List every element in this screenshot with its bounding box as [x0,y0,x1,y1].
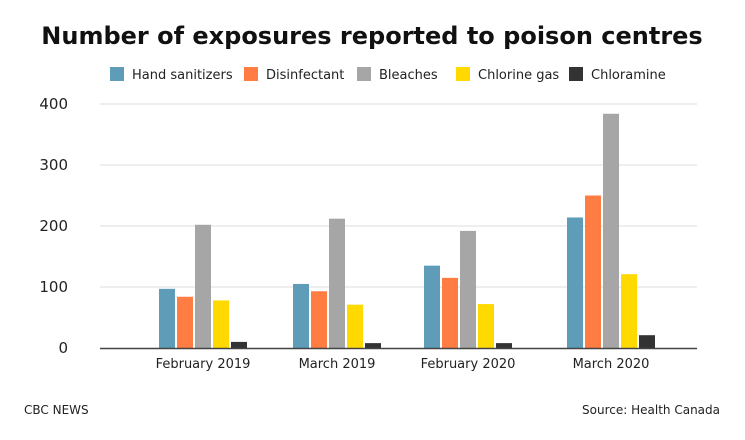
legend-label: Chlorine gas [478,68,559,83]
legend-swatch [357,67,371,81]
bar-disinfectant [311,291,327,348]
y-tick-label: 100 [39,278,68,296]
bar-bleaches [329,218,345,348]
legend-label: Hand sanitizers [132,68,233,83]
bars [159,113,655,348]
legend-swatch [244,67,258,81]
bar-chlorine-gas [213,300,229,348]
source-text: Source: Health Canada [582,403,720,417]
bar-chloramine [639,335,655,348]
x-axis-labels: February 2019 March 2019 February 2020 Marc… [156,357,650,372]
bar-chloramine [365,343,381,348]
y-tick-label: 400 [39,95,68,113]
y-axis-ticks: 0 100 200 300 400 [39,95,68,357]
credit-text: CBC NEWS [24,403,89,417]
legend-label: Disinfectant [266,68,344,83]
x-tick-label: February 2019 [156,357,251,372]
bar-hand-sanitizers [293,283,309,348]
y-tick-label: 0 [58,339,68,357]
legend-swatch [456,67,470,81]
bar-chlorine-gas [478,304,494,348]
bar-chlorine-gas [347,304,363,348]
x-tick-label: March 2020 [573,357,650,372]
y-tick-label: 200 [39,217,68,235]
legend: Hand sanitizers Disinfectant Bleaches Chlor… [110,67,666,83]
x-tick-label: March 2019 [299,357,376,372]
bar-chlorine-gas [621,274,637,348]
bar-chloramine [496,343,512,348]
chart-title: Number of exposures reported to poison c… [41,22,702,50]
legend-swatch [569,67,583,81]
y-tick-label: 300 [39,156,68,174]
legend-label: Chloramine [591,68,666,83]
bar-hand-sanitizers [424,265,440,348]
bar-hand-sanitizers [159,288,175,348]
bar-bleaches [603,113,619,348]
x-tick-label: February 2020 [421,357,516,372]
legend-label: Bleaches [379,68,438,83]
bar-disinfectant [442,277,458,348]
legend-swatch [110,67,124,81]
bar-hand-sanitizers [567,217,583,348]
bar-disinfectant [585,195,601,348]
bar-bleaches [195,224,211,348]
bar-disinfectant [177,296,193,348]
bar-bleaches [460,230,476,348]
bar-chloramine [231,341,247,348]
